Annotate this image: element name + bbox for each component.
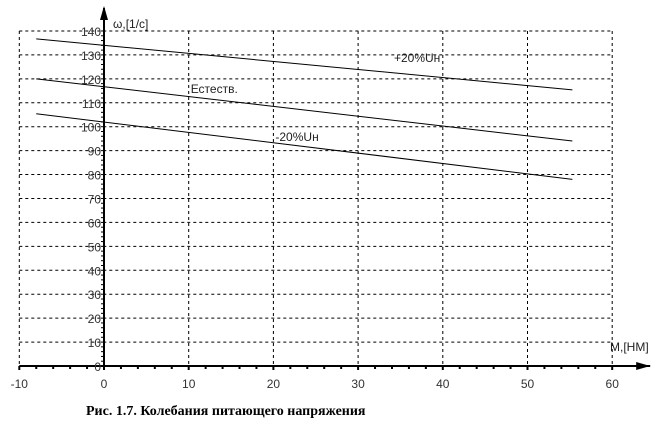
x-tick-label: 60 <box>606 377 620 391</box>
y-tick-label: 140 <box>81 25 101 39</box>
x-tick-label: 50 <box>521 377 535 391</box>
series-label: Естеств. <box>191 82 238 96</box>
x-tick-label: -10 <box>11 377 29 391</box>
y-axis-label: ω,[1/c] <box>113 17 148 31</box>
y-tick-label: 110 <box>82 97 101 111</box>
x-tick-label: 20 <box>267 377 281 391</box>
x-tick-label: 0 <box>101 377 108 391</box>
x-tick-label: 40 <box>436 377 450 391</box>
y-tick-label: 40 <box>88 264 102 278</box>
series-line <box>36 78 573 142</box>
y-tick-label: 130 <box>81 49 101 63</box>
y-tick-label: 10 <box>88 336 102 350</box>
y-tick-label: 70 <box>88 192 102 206</box>
series-label: -20%Uн <box>275 130 318 144</box>
y-tick-label: 50 <box>88 240 102 254</box>
series-line <box>36 38 573 91</box>
y-tick-label: 120 <box>81 73 101 87</box>
y-tick-label: 90 <box>88 145 102 159</box>
y-tick-label: 60 <box>88 216 102 230</box>
series: +20%Uн Естеств. -20%Uн <box>36 38 573 180</box>
y-tick-label: 80 <box>88 169 102 183</box>
x-axis-label: M,[НМ] <box>610 340 649 354</box>
figure-caption: Рис. 1.7. Колебания питающего напряжения <box>86 404 366 419</box>
y-tick-label: 100 <box>81 121 101 135</box>
y-axis-arrow <box>100 6 108 20</box>
series-line <box>36 113 573 180</box>
y-tick-label: 20 <box>88 312 102 326</box>
y-tick-label: 0 <box>94 360 101 374</box>
x-tick-label: 10 <box>182 377 196 391</box>
grid <box>18 30 613 366</box>
x-axis-arrow <box>636 362 651 370</box>
axes: -10 0 10 20 30 40 50 60 0 10 20 30 40 50 60 70 80 90 100 11… <box>11 6 651 391</box>
series-label: +20%Uн <box>394 51 440 65</box>
y-tick-label: 30 <box>88 288 102 302</box>
x-tick-label: 30 <box>351 377 365 391</box>
